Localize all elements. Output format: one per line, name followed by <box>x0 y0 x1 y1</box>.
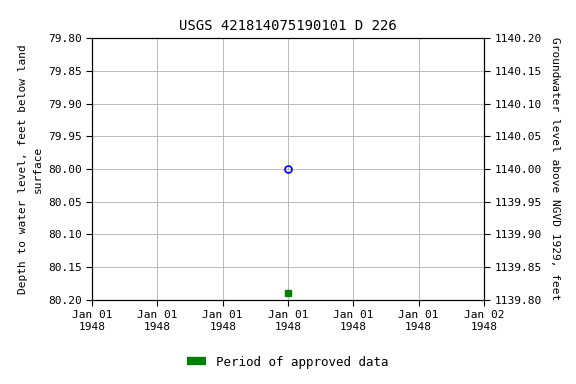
Title: USGS 421814075190101 D 226: USGS 421814075190101 D 226 <box>179 19 397 33</box>
Y-axis label: Groundwater level above NGVD 1929, feet: Groundwater level above NGVD 1929, feet <box>550 37 560 301</box>
Legend: Period of approved data: Period of approved data <box>183 351 393 374</box>
Y-axis label: Depth to water level, feet below land
surface: Depth to water level, feet below land su… <box>18 44 43 294</box>
